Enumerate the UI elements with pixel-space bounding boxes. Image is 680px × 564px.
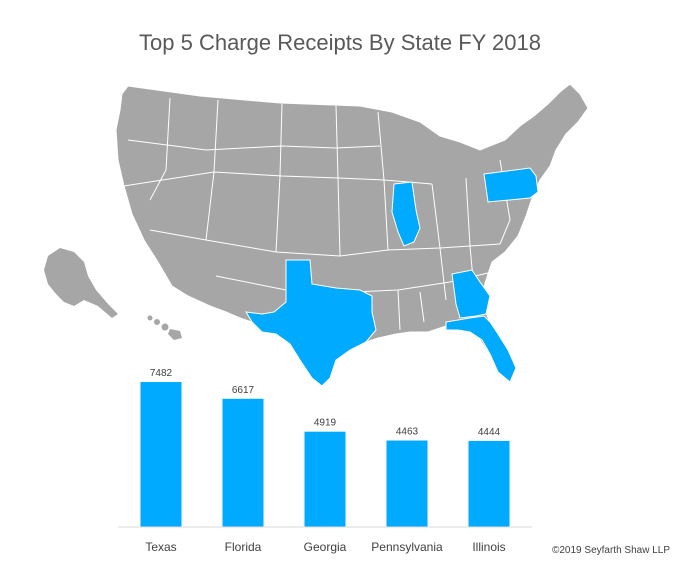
x-tick-label-illinois: Illinois [472,540,505,554]
data-label-pennsylvania: 4463 [396,427,419,438]
alaska-shape [44,248,118,318]
x-tick-label-georgia: Georgia [304,540,347,554]
state-georgia [451,269,491,319]
x-tick-label-texas: Texas [145,540,176,554]
highlighted-states [245,167,539,387]
chart-title: Top 5 Charge Receipts By State FY 2018 [139,30,541,55]
state-illinois [391,181,421,247]
data-label-florida: 6617 [232,385,255,396]
bar-pennsylvania [386,440,428,527]
state-florida [445,315,517,383]
copyright-text: ©2019 Seyfarth Shaw LLP [552,545,670,556]
x-tick-label-pennsylvania: Pennsylvania [371,540,443,554]
labels-layer: 7482 Texas 6617 Florida 4919 Georgia 4463 Penns… [145,368,505,554]
bar-texas [140,382,182,527]
x-tick-label-florida: Florida [225,540,262,554]
bar-florida [222,398,264,527]
bar-illinois [468,440,510,527]
state-texas [245,259,377,387]
data-label-texas: 7482 [150,368,173,379]
data-label-illinois: 4444 [478,427,501,438]
bars-layer [140,382,510,527]
data-label-georgia: 4919 [314,418,337,429]
bar-georgia [304,431,346,527]
hawaii-shape [147,315,182,340]
state-pennsylvania [483,167,539,203]
